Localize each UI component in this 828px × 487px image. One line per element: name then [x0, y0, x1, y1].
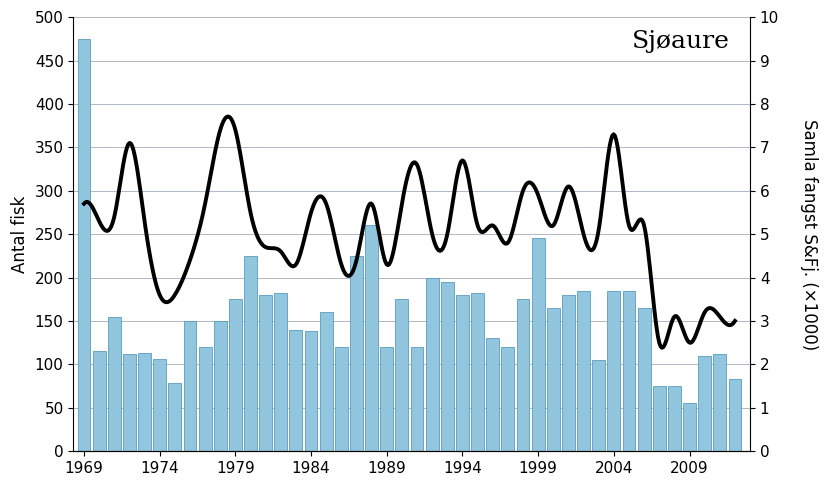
- Text: Sjøaure: Sjøaure: [631, 30, 729, 53]
- Bar: [516, 299, 529, 451]
- Bar: [637, 308, 650, 451]
- Bar: [289, 330, 302, 451]
- Bar: [501, 347, 513, 451]
- Bar: [713, 354, 725, 451]
- Bar: [546, 308, 559, 451]
- Bar: [426, 278, 438, 451]
- Bar: [349, 256, 363, 451]
- Bar: [259, 295, 272, 451]
- Bar: [455, 295, 469, 451]
- Bar: [440, 282, 453, 451]
- Bar: [199, 347, 211, 451]
- Bar: [486, 338, 498, 451]
- Bar: [395, 299, 408, 451]
- Bar: [380, 347, 392, 451]
- Bar: [365, 225, 378, 451]
- Bar: [576, 291, 590, 451]
- Bar: [410, 347, 423, 451]
- Bar: [123, 354, 136, 451]
- Bar: [153, 359, 166, 451]
- Bar: [320, 312, 332, 451]
- Bar: [531, 239, 544, 451]
- Bar: [591, 360, 604, 451]
- Bar: [229, 299, 242, 451]
- Bar: [93, 351, 105, 451]
- Bar: [697, 356, 710, 451]
- Bar: [304, 331, 317, 451]
- Bar: [78, 39, 90, 451]
- Y-axis label: Antal fisk: Antal fisk: [11, 195, 29, 273]
- Bar: [183, 321, 196, 451]
- Bar: [335, 347, 348, 451]
- Bar: [682, 403, 696, 451]
- Bar: [108, 317, 121, 451]
- Bar: [214, 321, 226, 451]
- Bar: [607, 291, 619, 451]
- Bar: [622, 291, 634, 451]
- Bar: [243, 256, 257, 451]
- Bar: [138, 353, 151, 451]
- Bar: [470, 293, 484, 451]
- Bar: [652, 386, 665, 451]
- Bar: [728, 379, 740, 451]
- Y-axis label: Samla fangst S&Fj. (×1000): Samla fangst S&Fj. (×1000): [799, 118, 817, 350]
- Bar: [667, 386, 680, 451]
- Bar: [274, 293, 286, 451]
- Bar: [561, 295, 574, 451]
- Bar: [168, 383, 181, 451]
